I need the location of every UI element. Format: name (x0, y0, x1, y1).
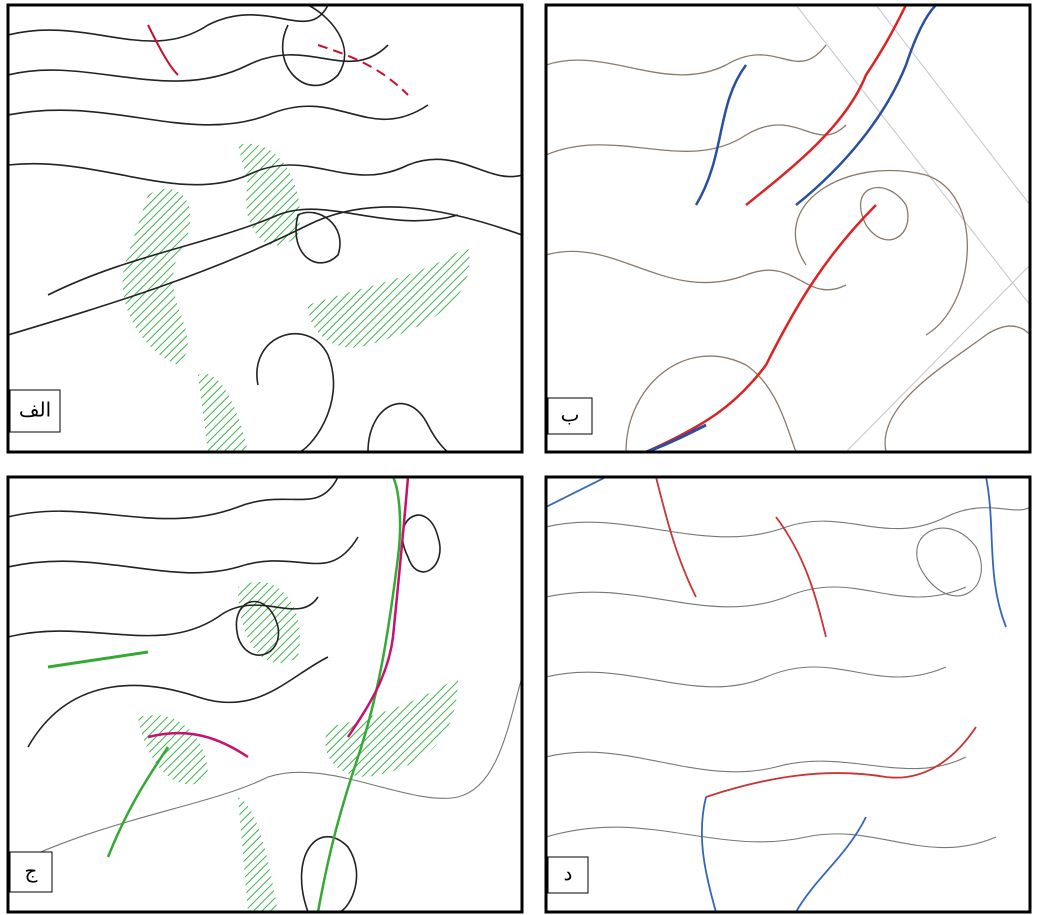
panel-label: ب (561, 403, 580, 427)
panel-label: د (564, 862, 573, 886)
map-panel: ج (8, 477, 522, 912)
figure: الف ب (0, 0, 1038, 915)
panel-label: الف (19, 398, 51, 422)
panel-label: ج (25, 859, 38, 883)
map-panel: د (546, 477, 1030, 912)
map-panel: الف (8, 5, 522, 452)
map-panel: ب (546, 5, 1030, 452)
